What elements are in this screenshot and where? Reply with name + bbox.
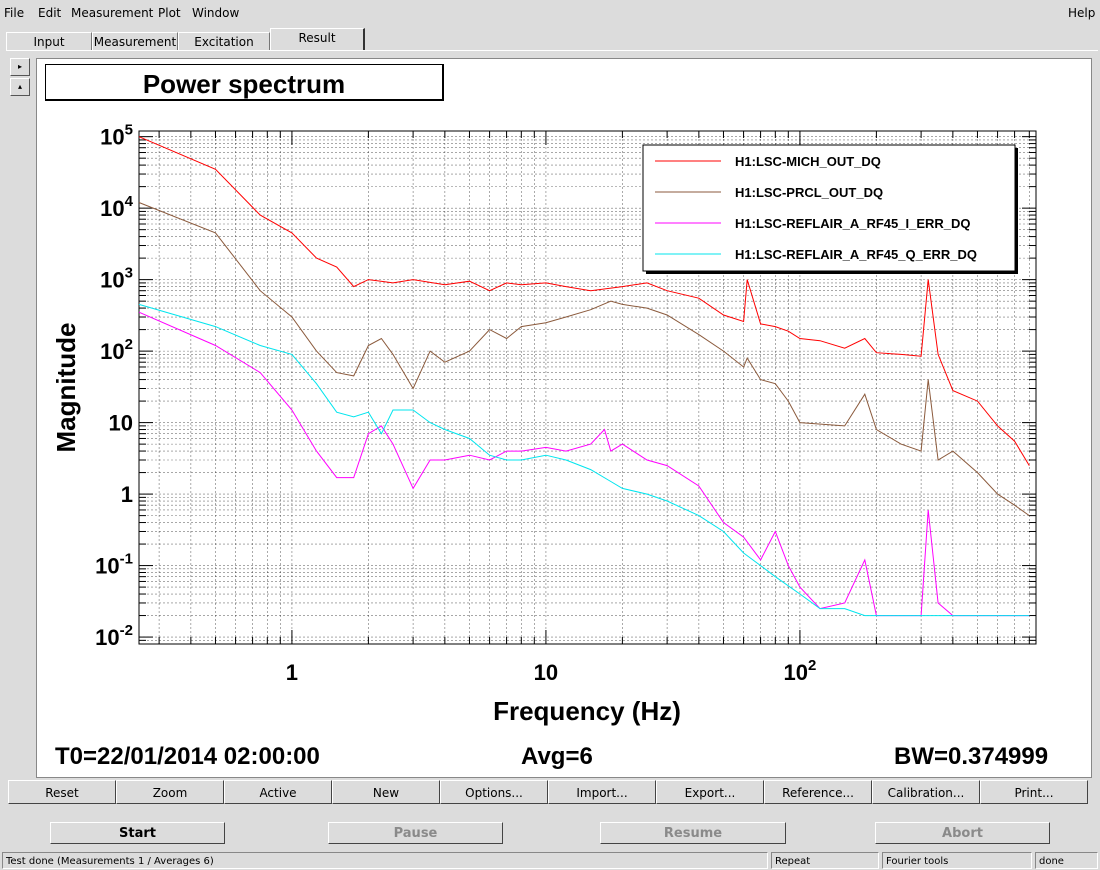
reset-button[interactable]: Reset xyxy=(8,780,116,804)
legend-box xyxy=(642,144,1016,272)
arrow-right-button[interactable]: ▸ xyxy=(10,58,30,76)
status-mode: Repeat xyxy=(771,852,879,869)
legend-label-3: H1:LSC-REFLAIR_A_RF45_I_ERR_DQ xyxy=(735,216,971,231)
menu-file[interactable]: File xyxy=(4,6,25,20)
x-tick-label: 102 xyxy=(784,657,817,685)
status-message: Test done (Measurements 1 / Averages 6) xyxy=(2,852,768,869)
active-button[interactable]: Active xyxy=(224,780,332,804)
tab-underline xyxy=(6,50,1098,51)
menu-help[interactable]: Help xyxy=(1068,6,1096,20)
menu-measurement[interactable]: Measurement xyxy=(71,6,154,20)
y-tick-label: 10-1 xyxy=(95,551,133,579)
y-axis-label: Magnitude xyxy=(51,323,81,453)
resume-button[interactable]: Resume xyxy=(600,822,786,844)
pause-button[interactable]: Pause xyxy=(328,822,503,844)
y-tick-label: 104 xyxy=(100,193,133,221)
reference-button[interactable]: Reference... xyxy=(764,780,872,804)
arrow-up-icon: ▴ xyxy=(17,82,22,91)
series-line-4 xyxy=(138,303,1030,617)
plot-button-row: Reset Zoom Active New Options... Import.… xyxy=(8,780,1088,806)
legend-label-1: H1:LSC-MICH_OUT_DQ xyxy=(735,154,881,169)
x-axis-label: Frequency (Hz) xyxy=(493,696,681,726)
y-tick-exponent: 5 xyxy=(125,122,133,139)
options-button[interactable]: Options... xyxy=(440,780,548,804)
export-button[interactable]: Export... xyxy=(656,780,764,804)
series-line-3 xyxy=(138,311,1030,617)
plot-frame xyxy=(138,130,1037,645)
plot-canvas[interactable]: Power spectrum 1 10 102 105 104 103 102 10 1 10-1… xyxy=(36,58,1092,778)
y-tick-label: 105 xyxy=(100,122,133,150)
menu-edit[interactable]: Edit xyxy=(38,6,62,20)
y-tick-exponent: 4 xyxy=(125,193,134,210)
arrow-right-icon: ▸ xyxy=(17,62,22,71)
tab-bar: Input Measurement Excitation Result xyxy=(0,28,1100,52)
tab-input[interactable]: Input xyxy=(6,32,92,51)
x-tick-exponent: 2 xyxy=(808,657,816,674)
tab-result[interactable]: Result xyxy=(270,28,365,51)
start-button[interactable]: Start xyxy=(50,822,225,844)
menu-bar: File Edit Measurement Plot Window Help xyxy=(0,0,1100,26)
print-button[interactable]: Print... xyxy=(980,780,1088,804)
x-tick-label: 1 xyxy=(286,660,298,685)
status-state: done xyxy=(1035,852,1098,869)
tab-excitation[interactable]: Excitation xyxy=(178,32,270,51)
legend-label-2: H1:LSC-PRCL_OUT_DQ xyxy=(735,185,883,200)
calibration-button[interactable]: Calibration... xyxy=(872,780,980,804)
menu-window[interactable]: Window xyxy=(192,6,240,20)
series-line-2 xyxy=(138,202,1030,517)
y-tick-label: 102 xyxy=(100,336,133,364)
plot-title-box: Power spectrum xyxy=(45,64,444,101)
y-tick-exponent: 2 xyxy=(125,336,133,353)
y-tick-label: 1 xyxy=(121,482,133,507)
status-tools: Fourier tools xyxy=(882,852,1032,869)
y-tick-exponent: -1 xyxy=(120,551,133,568)
y-tick-exponent: -2 xyxy=(120,622,133,639)
y-tick-label: 10-2 xyxy=(95,622,133,650)
avg-label: Avg=6 xyxy=(521,743,593,770)
t0-label: T0=22/01/2014 02:00:00 xyxy=(55,743,320,770)
import-button[interactable]: Import... xyxy=(548,780,656,804)
series-line-1 xyxy=(138,136,1030,466)
zoom-button[interactable]: Zoom xyxy=(116,780,224,804)
plot-title: Power spectrum xyxy=(142,69,346,99)
arrow-up-button[interactable]: ▴ xyxy=(10,78,30,96)
tab-measurement[interactable]: Measurement xyxy=(92,32,178,51)
legend-label-4: H1:LSC-REFLAIR_A_RF45_Q_ERR_DQ xyxy=(735,247,977,262)
y-tick-label: 103 xyxy=(100,265,133,293)
x-tick-label: 10 xyxy=(534,660,558,685)
menu-plot[interactable]: Plot xyxy=(158,6,181,20)
y-tick-label: 10 xyxy=(109,411,133,436)
y-tick-exponent: 3 xyxy=(125,265,133,282)
bw-label: BW=0.374999 xyxy=(894,743,1049,770)
new-button[interactable]: New xyxy=(332,780,440,804)
abort-button[interactable]: Abort xyxy=(875,822,1050,844)
